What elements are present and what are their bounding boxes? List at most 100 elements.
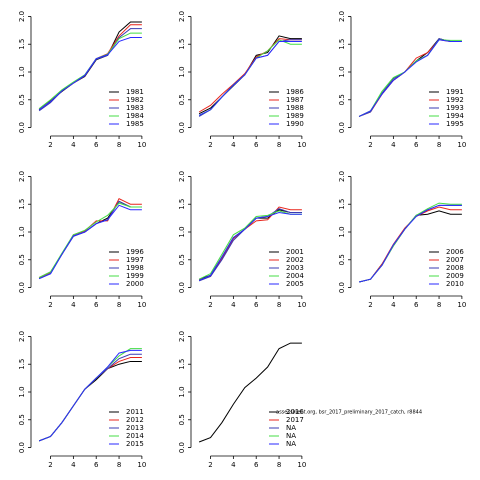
y-tick-label: 0.5 <box>178 414 186 425</box>
x-tick-label: 2 <box>48 301 52 309</box>
legend-label: NA <box>286 424 296 432</box>
annotation: assessment.org, bsr_2017_preliminary_201… <box>276 410 422 416</box>
series-line <box>198 342 302 443</box>
x-tick-label: 6 <box>94 461 99 469</box>
x-tick-label: 8 <box>277 141 281 149</box>
series-line <box>198 40 302 116</box>
x-tick-label: 10 <box>297 301 306 309</box>
legend-label: 1981 <box>126 88 144 96</box>
y-tick-label: 0.0 <box>18 122 26 133</box>
x-tick-label: 8 <box>437 141 441 149</box>
x-tick-label: 8 <box>277 461 281 469</box>
x-tick-label: 6 <box>254 141 259 149</box>
legend-label: NA <box>286 432 296 440</box>
y-tick-label: 1.0 <box>18 226 26 237</box>
x-tick-label: 4 <box>231 461 236 469</box>
y-tick-label: 2.0 <box>18 171 26 182</box>
legend-label: 2002 <box>286 256 304 264</box>
legend-label: 2013 <box>126 424 144 432</box>
y-tick-label: 1.5 <box>18 199 26 210</box>
legend-label: 2016 <box>286 408 304 416</box>
legend-label: 1990 <box>286 120 304 128</box>
series-line <box>38 204 142 280</box>
panel: 2 4 6 8 10 0.0 0.5 1.0 1.5 2.0 1991199219931994199… <box>338 11 466 149</box>
series-line <box>358 204 462 283</box>
y-tick-label: 2.0 <box>178 11 186 22</box>
y-tick-label: 1.0 <box>18 386 26 397</box>
series-line <box>38 202 142 279</box>
series-line <box>198 212 302 281</box>
y-tick-label: 0.0 <box>338 282 346 293</box>
legend-label: 1996 <box>126 248 144 256</box>
x-tick-label: 4 <box>71 141 76 149</box>
legend-label: 1984 <box>126 112 144 120</box>
panel: 2 4 6 8 10 0.0 0.5 1.0 1.5 2.0 1981198219831984198… <box>18 11 146 149</box>
y-tick-label: 1.5 <box>18 359 26 370</box>
legend-label: 1994 <box>446 112 464 120</box>
legend-label: 2010 <box>446 280 464 288</box>
x-tick-label: 8 <box>117 461 121 469</box>
legend-label: 2001 <box>286 248 304 256</box>
legend-label: 2017 <box>286 416 304 424</box>
x-tick-label: 2 <box>208 141 212 149</box>
legend-label: 2006 <box>446 248 464 256</box>
legend-label: 2009 <box>446 272 464 280</box>
x-tick-label: 2 <box>48 141 52 149</box>
x-tick-label: 10 <box>457 141 466 149</box>
legend-label: 2008 <box>446 264 464 272</box>
series-line <box>198 210 302 280</box>
legend-label: 1993 <box>446 104 464 112</box>
y-tick-label: 1.5 <box>178 199 186 210</box>
y-tick-label: 2.0 <box>18 331 26 342</box>
panel: 2 4 6 8 100.00.51.01.52.020162017NANANAasses… <box>178 331 422 469</box>
x-tick-label: 8 <box>117 301 121 309</box>
panel: 2 4 6 8 10 0.0 0.5 1.0 1.5 2.0 2006200720082009201… <box>338 171 466 309</box>
x-tick-label: 6 <box>414 301 419 309</box>
y-tick-label: 0.0 <box>18 442 26 453</box>
y-tick-label: 1.5 <box>338 199 346 210</box>
y-tick-label: 0.5 <box>338 94 346 105</box>
x-tick-label: 10 <box>137 141 146 149</box>
x-tick-label: 8 <box>117 141 121 149</box>
y-tick-label: 0.5 <box>18 254 26 265</box>
legend-label: 2005 <box>286 280 304 288</box>
series-line <box>198 38 302 113</box>
y-tick-label: 1.0 <box>338 226 346 237</box>
legend-label: 1999 <box>126 272 144 280</box>
y-tick-label: 0.0 <box>178 122 186 133</box>
x-tick-label: 4 <box>71 461 76 469</box>
x-tick-label: 2 <box>368 141 372 149</box>
y-tick-label: 0.0 <box>338 122 346 133</box>
legend-label: 2007 <box>446 256 464 264</box>
y-tick-label: 0.0 <box>178 442 186 453</box>
y-tick-label: 0.0 <box>18 282 26 293</box>
x-tick-label: 10 <box>457 301 466 309</box>
legend-label: 2000 <box>126 280 144 288</box>
x-tick-label: 4 <box>71 301 76 309</box>
x-tick-label: 4 <box>391 141 396 149</box>
legend-label: 1983 <box>126 104 144 112</box>
y-tick-label: 0.0 <box>178 282 186 293</box>
legend-label: 2011 <box>126 408 144 416</box>
y-tick-label: 1.5 <box>18 39 26 50</box>
y-tick-label: 1.0 <box>338 66 346 77</box>
y-tick-label: 0.5 <box>18 94 26 105</box>
x-tick-label: 2 <box>208 461 212 469</box>
y-tick-label: 1.0 <box>18 66 26 77</box>
y-tick-label: 1.0 <box>178 386 186 397</box>
panel: 2 4 6 8 10 0.0 0.5 1.0 1.5 2.0 2011201220132014201… <box>18 331 146 469</box>
x-tick-label: 4 <box>231 141 236 149</box>
x-tick-label: 4 <box>231 301 236 309</box>
y-tick-label: 0.5 <box>178 254 186 265</box>
y-tick-label: 1.5 <box>338 39 346 50</box>
y-tick-label: 0.5 <box>178 94 186 105</box>
legend-label: 1986 <box>286 88 304 96</box>
legend-label: 2014 <box>126 432 144 440</box>
y-tick-label: 1.0 <box>178 226 186 237</box>
x-tick-label: 6 <box>254 461 259 469</box>
y-tick-label: 2.0 <box>178 171 186 182</box>
legend-label: 1998 <box>126 264 144 272</box>
x-tick-label: 2 <box>368 301 372 309</box>
x-tick-label: 8 <box>437 301 441 309</box>
